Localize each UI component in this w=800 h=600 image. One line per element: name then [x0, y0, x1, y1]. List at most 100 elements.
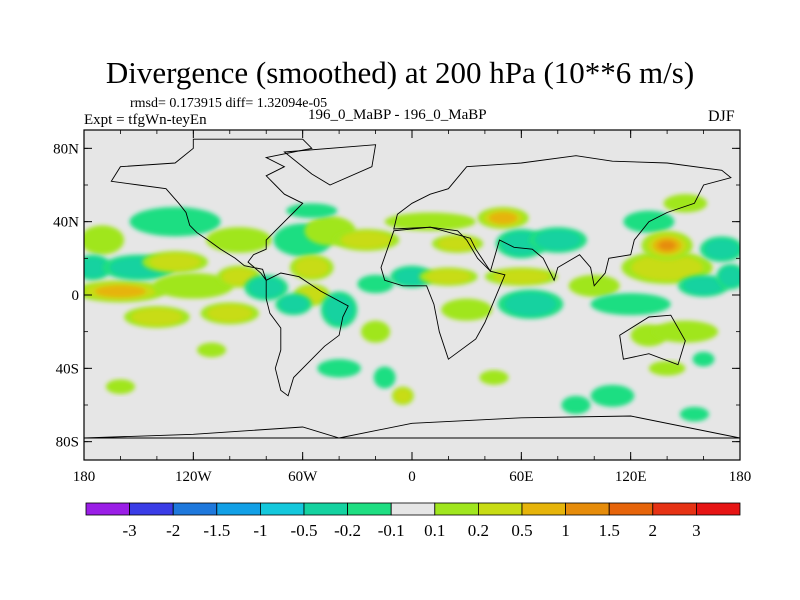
anomaly-contour: [590, 384, 635, 407]
anomaly-blob: [84, 254, 112, 281]
anomaly-blob: [641, 230, 693, 261]
colorbar-swatch: [608, 502, 654, 516]
anomaly-blob: [142, 251, 208, 273]
anomaly-contour: [394, 388, 412, 403]
anomaly-contour: [590, 293, 671, 316]
anomaly-contour: [373, 366, 396, 389]
anomaly-blob: [196, 342, 227, 358]
colorbar: -3 -2 -1.5 -1 -0.5 -0.2 -0.1 0.1 0.2 0.5 1 1.5 2 3: [85, 502, 741, 540]
anomaly-contour: [153, 273, 234, 299]
x-tick-label: 120E: [615, 469, 647, 485]
anomaly-blob: [621, 251, 713, 284]
anomaly-contour: [561, 395, 591, 415]
anomaly-blob: [124, 306, 190, 328]
colorbar-swatch: [85, 502, 130, 516]
anomaly-contour: [394, 268, 430, 286]
anomaly-contour: [679, 406, 710, 422]
colorbar-swatch: [390, 502, 436, 516]
x-tick-label: 60W: [288, 469, 318, 485]
anomaly-blob: [528, 227, 587, 253]
anomaly-blob: [360, 320, 391, 343]
anomaly-contour: [692, 351, 715, 367]
anomaly-blob: [441, 298, 493, 321]
anomaly-contour: [652, 320, 719, 343]
anomaly-layer: [84, 194, 740, 422]
anomaly-contour: [425, 269, 472, 284]
anomaly-contour: [488, 211, 518, 225]
anomaly-contour: [384, 212, 476, 231]
anomaly-contour: [683, 277, 724, 295]
anomaly-contour: [294, 257, 329, 278]
anomaly-blob: [357, 274, 394, 294]
anomaly-blob: [679, 406, 710, 422]
anomaly-blob: [206, 227, 272, 253]
anomaly-blob: [590, 293, 671, 316]
colorbar-label: -0.1: [378, 521, 405, 540]
colorbar-label: -2: [166, 521, 180, 540]
anomaly-contour: [631, 254, 703, 281]
anomaly-contour: [704, 239, 739, 260]
experiment-label: Expt = tfgWn-teyEn: [84, 112, 207, 128]
colorbar-label: 0.5: [511, 521, 532, 540]
anomaly-contour: [129, 207, 221, 237]
anomaly-contour: [340, 231, 393, 249]
colorbar-swatch: [129, 502, 174, 516]
colorbar-swatch: [216, 502, 261, 516]
y-tick-label: 0: [72, 288, 80, 304]
anomaly-contour: [437, 236, 478, 251]
colorbar-label: 0.2: [468, 521, 489, 540]
anomaly-contour: [535, 229, 581, 251]
colorbar-swatch: [521, 502, 566, 516]
anomaly-blob: [289, 254, 334, 281]
continent-outlines: [84, 138, 740, 439]
coastline-australia: [619, 314, 686, 366]
anomaly-blob: [129, 207, 221, 237]
anomaly-contour: [286, 203, 338, 219]
anomaly-contour: [207, 304, 253, 322]
anomaly-contour: [324, 295, 354, 324]
coastline-eurasia: [393, 155, 732, 287]
anomaly-blob: [497, 289, 564, 319]
anomaly-blob: [432, 234, 484, 253]
anomaly-contour: [504, 292, 557, 316]
anomaly-blob: [373, 366, 396, 389]
colorbar-label: 1.5: [599, 521, 620, 540]
anomaly-blob: [561, 395, 591, 415]
anomaly-blob: [391, 386, 414, 406]
anomaly-blob: [692, 351, 715, 367]
x-tick-label: 120W: [175, 469, 213, 485]
coastline-south-america: [265, 272, 349, 397]
anomaly-contour: [317, 359, 361, 378]
anomaly-blob: [153, 273, 234, 299]
anomaly-contour: [94, 285, 146, 298]
stats-label: rmsd= 0.173915 diff= 1.32094e-05: [130, 96, 328, 111]
anomaly-blob: [652, 320, 719, 343]
anomaly-contour: [441, 298, 493, 321]
anomaly-blob: [716, 263, 740, 290]
axes: 180 120W 60W 0 60E 120E 180 80N 40N 0 40S 80S: [53, 130, 751, 485]
anomaly-contour: [492, 269, 550, 284]
anomaly-blob: [484, 267, 558, 286]
anomaly-blob: [286, 203, 338, 219]
anomaly-contour: [663, 194, 708, 213]
anomaly-contour: [105, 379, 136, 394]
y-tick-label: 40N: [53, 215, 79, 231]
y-tick-label: 80S: [56, 435, 79, 451]
x-tick-label: 60E: [509, 469, 533, 485]
anomaly-contour: [357, 274, 394, 294]
anomaly-blob: [590, 384, 635, 407]
x-tick-label: 0: [408, 469, 416, 485]
anomaly-contour: [84, 257, 108, 278]
anomaly-blob: [419, 267, 478, 286]
anomaly-blob: [477, 207, 529, 229]
anomaly-blob: [275, 293, 312, 316]
anomaly-blob: [105, 379, 136, 394]
y-tick-label: 40S: [56, 361, 79, 377]
anomaly-blob: [320, 291, 358, 328]
colorbar-label: -0.5: [291, 521, 318, 540]
anomaly-blob: [678, 274, 730, 297]
anomaly-blob: [384, 212, 476, 231]
colorbar-swatch: [434, 502, 479, 516]
anomaly-contour: [131, 308, 183, 326]
anomaly-contour: [84, 225, 125, 255]
